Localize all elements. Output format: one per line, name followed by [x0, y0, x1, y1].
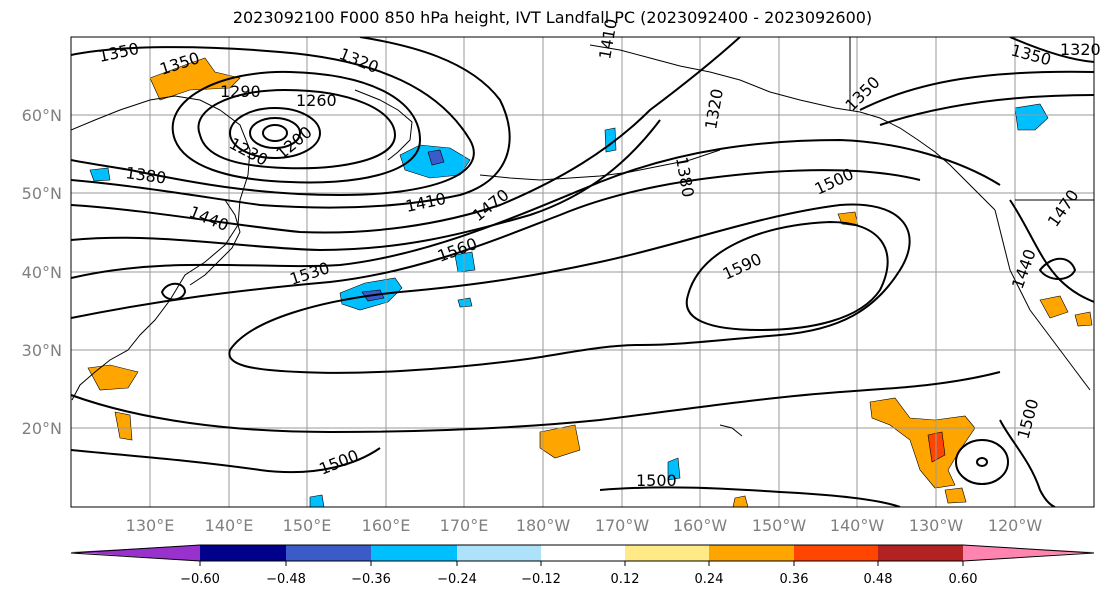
- height-contours: [71, 37, 1094, 507]
- latitude-labels: 60°N 50°N 40°N 30°N 20°N: [22, 106, 62, 438]
- ivt-region: [87, 364, 139, 391]
- ivt-region: [1074, 311, 1093, 327]
- figure-title: 2023092100 F000 850 hPa height, IVT Land…: [232, 8, 873, 27]
- colorbar-tick-label: −0.48: [266, 572, 306, 587]
- ivt-region: [539, 424, 581, 459]
- contour-line: [1009, 37, 1094, 63]
- colorbar-swatch: [71, 545, 200, 561]
- lon-label: 130°E: [126, 516, 175, 535]
- colorbar-swatch: [457, 545, 541, 561]
- contour-line: [71, 169, 921, 319]
- colorbar-tick-label: −0.60: [180, 572, 220, 587]
- contour-line: [999, 419, 1056, 507]
- lon-label: 180°W: [516, 516, 571, 535]
- ivt-region: [89, 167, 111, 182]
- contour-label: 1500: [636, 471, 677, 490]
- contour-line: [955, 439, 1009, 485]
- ivt-region: [427, 149, 445, 166]
- ivt-region: [667, 457, 681, 481]
- coastline-aleutians: [479, 149, 721, 181]
- colorbar-tick-label: −0.24: [437, 572, 477, 587]
- colorbar-swatch: [200, 545, 286, 561]
- colorbar-tick-label: 0.48: [864, 572, 893, 587]
- longitude-labels: 130°E 140°E 150°E 160°E 170°E 180°W 170°…: [126, 516, 1043, 535]
- contour-line: [71, 371, 1001, 434]
- lon-label: 160°W: [673, 516, 728, 535]
- lon-label: 170°E: [440, 516, 489, 535]
- lon-label: 140°E: [205, 516, 254, 535]
- lat-label: 60°N: [22, 106, 62, 125]
- contour-line: [71, 138, 1001, 279]
- coastline-alaska: [589, 44, 996, 211]
- map-frame: [70, 36, 1095, 508]
- colorbar-tick-label: −0.12: [521, 572, 561, 587]
- colorbar-swatch: [286, 545, 371, 561]
- contour-line: [71, 119, 661, 252]
- contour-line: [879, 94, 1094, 126]
- contour-line: [171, 70, 422, 184]
- colorbar-swatch: [371, 545, 457, 561]
- coastline-hawaii: [719, 424, 743, 437]
- contour-line: [685, 220, 889, 332]
- colorbar-tick-label: 0.24: [695, 572, 724, 587]
- contour-label: 1320: [1060, 40, 1101, 59]
- ivt-region: [1014, 103, 1049, 131]
- contour-line: [976, 457, 988, 467]
- lat-label: 20°N: [22, 419, 62, 438]
- contour-line: [71, 447, 381, 474]
- lon-label: 160°E: [362, 516, 411, 535]
- colorbar-tick-label: −0.36: [351, 572, 391, 587]
- lon-label: 120°W: [988, 516, 1043, 535]
- contour-label: 1290: [220, 82, 261, 101]
- contour-line: [228, 203, 911, 374]
- colorbar-swatch: [794, 545, 878, 561]
- contour-line: [229, 107, 321, 159]
- ivt-region: [869, 397, 976, 489]
- lat-label: 30°N: [22, 341, 62, 360]
- contour-line: [71, 37, 741, 234]
- lon-label: 150°W: [752, 516, 807, 535]
- contour-line: [859, 70, 1094, 111]
- contour-line: [197, 88, 397, 170]
- contour-line: [71, 46, 475, 197]
- ivt-region: [732, 495, 749, 507]
- lat-label: 40°N: [22, 263, 62, 282]
- ivt-region: [457, 297, 473, 308]
- ivt-region: [944, 487, 967, 504]
- colorbar-swatch: [878, 545, 963, 561]
- colorbar-swatch: [625, 545, 709, 561]
- colorbar-tick-label: 0.12: [611, 572, 640, 587]
- coastline-japan: [189, 199, 241, 286]
- lon-label: 130°W: [909, 516, 964, 535]
- lon-label: 140°W: [830, 516, 885, 535]
- colorbar-swatch: [963, 545, 1094, 561]
- contour-label: 1260: [296, 91, 337, 110]
- colorbar-swatch: [709, 545, 794, 561]
- ivt-region: [454, 251, 476, 273]
- lat-label: 50°N: [22, 184, 62, 203]
- lon-label: 150°E: [283, 516, 332, 535]
- lon-label: 170°W: [595, 516, 650, 535]
- ivt-region: [114, 411, 133, 441]
- contour-line: [249, 117, 301, 149]
- contour-line: [599, 486, 901, 507]
- colorbar: −0.60 −0.48 −0.36 −0.24 −0.12 0.12 0.24 …: [70, 544, 1095, 587]
- contour-line: [1038, 257, 1077, 280]
- colorbar-tick-label: 0.60: [949, 572, 978, 587]
- coastline-kamchatka: [354, 89, 413, 161]
- colorbar-swatch: [541, 545, 625, 561]
- contour-line: [262, 124, 288, 142]
- coastline-namerica: [994, 209, 1091, 391]
- ivt-region: [309, 494, 325, 507]
- colorbar-tick-label: 0.36: [780, 572, 809, 587]
- ivt-region: [1039, 295, 1069, 319]
- colorbar-ticks: [199, 561, 964, 566]
- contour-line: [71, 37, 511, 209]
- contour-line: [160, 282, 187, 301]
